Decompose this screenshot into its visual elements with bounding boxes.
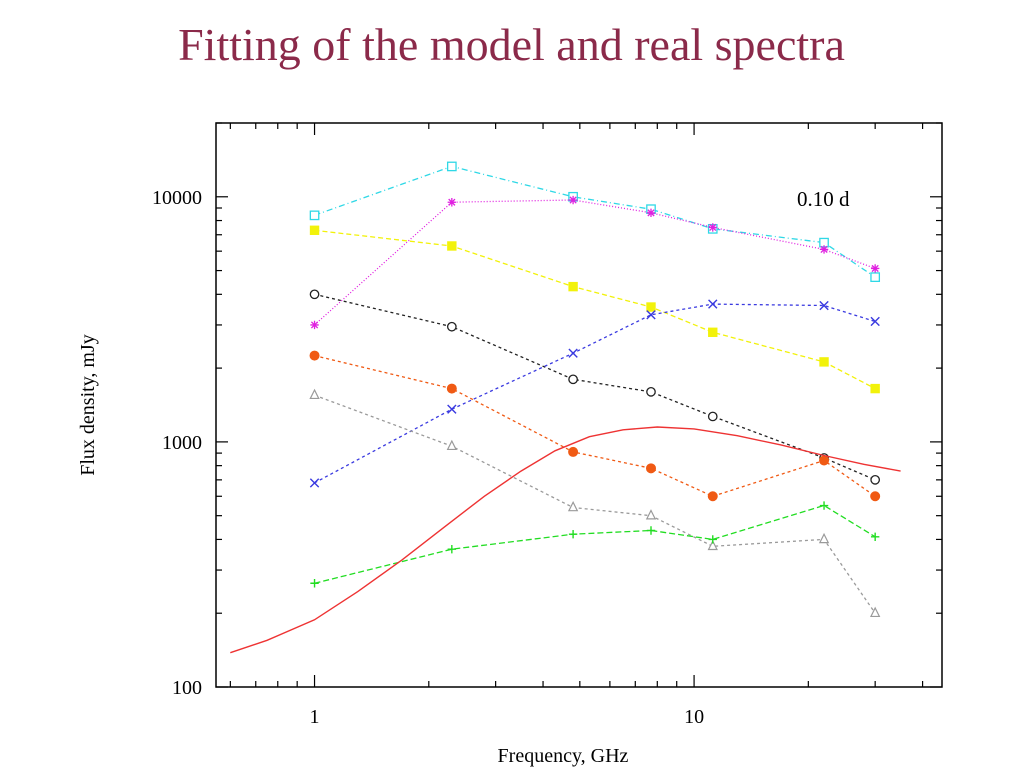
series-1 [309,161,881,283]
time-annotation: 0.10 d [797,187,850,211]
data-point [646,387,656,397]
series-7 [309,388,881,618]
data-point [707,411,718,422]
data-point [708,535,717,544]
x-tick-label: 1 [310,706,320,728]
series-line [314,199,876,326]
series-8 [310,501,880,588]
data-point [309,210,320,221]
data-point [309,289,320,300]
data-point [708,223,717,232]
plot-frame [215,122,943,688]
data-point [447,241,457,251]
series-line [314,504,876,584]
series-line [314,354,876,497]
data-point [568,374,578,385]
data-point [870,532,880,542]
y-axis-title: Flux density, mJy [77,334,99,476]
series-9 [230,426,901,654]
data-point [309,388,320,400]
series-2 [310,195,880,330]
series-line [314,229,876,390]
data-point [446,383,457,394]
data-point [568,281,578,292]
y-tick-label: 100 [172,677,202,699]
data-point [819,357,829,367]
data-point [819,300,829,311]
x-tick-label: 10 [684,706,704,728]
data-point [646,310,656,320]
series-4 [309,289,881,485]
data-point [646,526,656,535]
data-point [646,208,656,218]
series-3 [309,225,880,394]
data-point [707,539,718,551]
data-point [707,491,718,502]
data-point [870,383,880,394]
data-point [819,245,829,254]
series-line [314,165,876,278]
y-tick-label: 10000 [152,187,202,209]
series-5 [309,299,880,488]
data-point [309,225,320,235]
series-line [314,394,876,614]
data-point [869,606,881,618]
data-point [568,348,578,358]
data-point [446,161,457,172]
data-point [819,501,829,510]
data-point [310,579,319,588]
data-point [446,321,457,332]
slide-title: Fitting of the model and real spectra [178,19,845,70]
series-6 [309,350,881,502]
data-point [646,302,656,312]
data-point [870,491,881,502]
data-point [447,544,457,554]
tick-labels: 1 10 100 1000 10000 [152,187,704,728]
data-point [568,195,578,205]
data-point [819,455,830,466]
data-point [870,272,881,283]
series-line [314,293,876,481]
data-point [447,404,457,414]
data-point [567,500,579,512]
data-point [818,532,830,544]
data-point [645,463,656,474]
data-point [310,320,319,330]
data-point [309,350,320,361]
series-line [230,426,901,654]
data-point [309,478,320,488]
data-point [870,316,880,327]
data-point [645,509,657,520]
data-point [708,327,718,337]
data-point [447,198,457,207]
data-point [568,530,578,539]
y-tick-label: 1000 [162,432,202,454]
data-point [446,439,458,451]
data-point [568,446,579,457]
data-point [870,475,881,485]
x-axis-title: Frequency, GHz [498,745,629,767]
data-point [870,264,880,273]
series-layer [230,161,901,654]
data-point [708,299,718,309]
